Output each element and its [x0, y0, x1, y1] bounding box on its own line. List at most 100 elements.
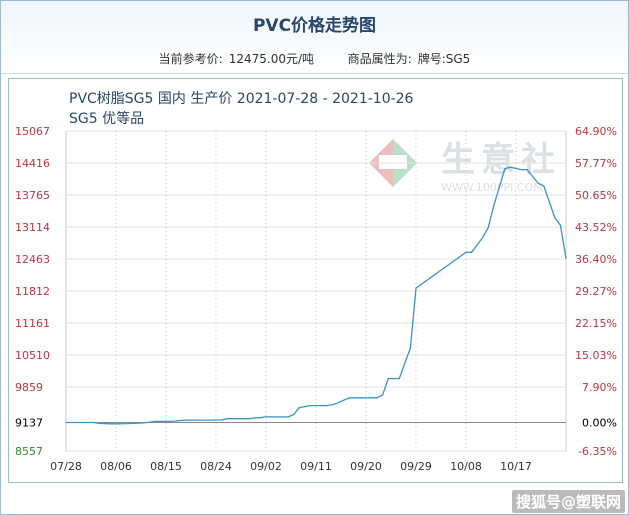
data-point [559, 224, 562, 226]
chart-subtitle: SG5 优等品 [69, 110, 144, 127]
y-tick-label-left: 12463 [15, 253, 50, 266]
data-point [398, 377, 400, 380]
data-point [65, 421, 67, 424]
data-point [565, 257, 567, 260]
plot-area: 生意社 WWW.100PPI.COM PVC树脂SG5 国内 生产价 2021-… [8, 78, 623, 483]
data-point [265, 416, 267, 418]
data-point [382, 394, 384, 396]
data-point [520, 169, 523, 171]
y-tick-label-right: 64.90% [575, 125, 617, 138]
data-point [509, 166, 512, 168]
data-point [326, 405, 328, 407]
data-point [543, 185, 545, 187]
data-point [126, 422, 128, 425]
y-axis-right: 64.90% 57.77% 50.65% 43.52% 36.40% 29.27% 22.1… [575, 125, 617, 458]
data-point [154, 420, 156, 422]
data-point [493, 204, 495, 207]
watermark-logo: 生意社 WWW.100PPI.COM [369, 139, 561, 194]
y-tick-label-left: 11161 [15, 317, 50, 330]
x-tick-label: 09/11 [300, 460, 332, 473]
y-tick-label-left: 13114 [15, 221, 50, 234]
data-point [309, 405, 312, 407]
price-label: 当前参考价: [158, 52, 223, 66]
page-title: PVC价格走势图 [252, 16, 377, 36]
data-point [270, 416, 273, 418]
data-point [470, 251, 473, 253]
y-tick-label-right: -6.35% [578, 445, 617, 458]
data-point [415, 287, 417, 289]
data-point [554, 217, 556, 219]
x-tick-label: 07/28 [50, 460, 82, 473]
y-tick-label-left: 10510 [15, 349, 50, 362]
data-point [143, 422, 145, 424]
y-tick-label-right: 0.00% [582, 416, 617, 429]
source-tag: 搜狐号@塑联网 [511, 490, 625, 513]
y-tick-label-left: 9859 [15, 381, 43, 394]
data-point [220, 419, 223, 421]
data-point [293, 413, 295, 416]
x-tick-label: 08/15 [150, 460, 182, 473]
data-point [332, 404, 334, 406]
data-point [109, 423, 112, 425]
y-tick-label-right: 36.40% [575, 253, 617, 266]
data-point [482, 236, 484, 239]
data-point [93, 421, 95, 424]
x-tick-label: 08/24 [200, 460, 232, 473]
x-tick-label: 10/08 [450, 460, 482, 473]
data-point [259, 417, 262, 419]
x-tick-label: 09/02 [250, 460, 282, 473]
data-point [187, 419, 189, 421]
data-point [409, 347, 412, 349]
data-point [387, 377, 389, 380]
price-info-line: 当前参考价: 12475.00元/吨 商品属性为: 牌号:SG5 [1, 50, 628, 67]
data-point [287, 416, 289, 418]
y-tick-label-left: 13765 [15, 189, 50, 202]
attribute-label: 商品属性为: [347, 52, 412, 66]
chart-header: PVC价格走势图 当前参考价: 12475.00元/吨 商品属性为: 牌号:SG5 [1, 1, 628, 74]
chart-title: PVC树脂SG5 国内 生产价 2021-07-28 - 2021-10-26 [69, 91, 414, 107]
data-point [343, 399, 345, 401]
data-point [148, 421, 150, 423]
data-point [526, 169, 528, 171]
data-point [132, 422, 134, 424]
y-tick-label-right: 57.77% [575, 157, 617, 170]
data-point [404, 362, 406, 364]
y-axis-left: 15067 14416 13765 13114 12463 11812 11161 10510… [15, 125, 50, 458]
watermark-url-text: WWW.100PPI.COM [441, 181, 543, 194]
data-point [232, 418, 234, 420]
data-point [304, 406, 306, 408]
y-tick-label-left: 14416 [15, 157, 50, 170]
x-tick-label: 10/17 [500, 460, 532, 473]
y-tick-label-right: 43.52% [575, 221, 617, 234]
data-point [537, 182, 539, 185]
data-point [504, 168, 506, 170]
data-point [226, 418, 228, 420]
x-tick-label: 09/20 [350, 460, 382, 473]
data-point [176, 420, 178, 422]
price-line-chart: 生意社 WWW.100PPI.COM PVC树脂SG5 国内 生产价 2021-… [15, 91, 617, 473]
data-point [465, 251, 467, 253]
data-point [348, 397, 350, 399]
y-tick-label-right: 22.15% [575, 317, 617, 330]
y-tick-label-right: 29.27% [575, 285, 617, 298]
data-point [376, 397, 378, 399]
y-tick-label-left: 8557 [15, 445, 43, 458]
data-point [298, 406, 300, 409]
y-tick-label-right: 15.03% [575, 349, 617, 362]
data-point [248, 418, 250, 420]
attribute-value: 牌号:SG5 [417, 52, 471, 66]
x-tick-label: 08/06 [100, 460, 132, 473]
data-point [254, 417, 256, 419]
data-point [115, 423, 117, 425]
data-point [487, 227, 489, 229]
price-value: 12475.00元/吨 [228, 52, 315, 66]
data-point [193, 419, 195, 421]
data-point [137, 422, 139, 424]
y-tick-label-left: 15067 [15, 125, 50, 138]
grid-lines [65, 130, 567, 452]
y-tick-label-right: 7.90% [582, 381, 617, 394]
price-series-line [66, 166, 567, 425]
y-tick-label-left: 11812 [15, 285, 50, 298]
watermark-logo-text: 生意社 [441, 140, 561, 180]
x-tick-label: 09/29 [400, 460, 432, 473]
